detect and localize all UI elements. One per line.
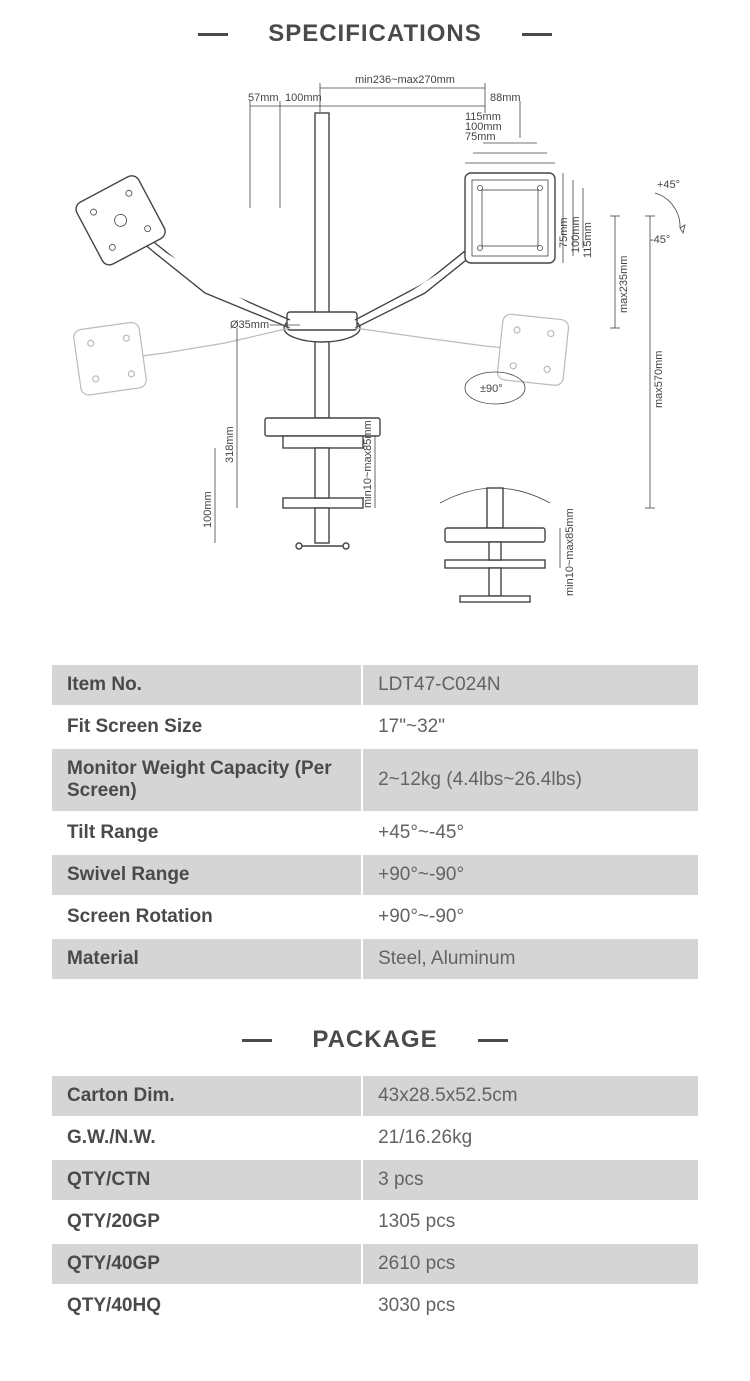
dim-clamp2: min10~max85mm	[564, 508, 576, 596]
row-value: 21/16.26kg	[363, 1118, 698, 1158]
specs-title: SPECIFICATIONS	[268, 20, 482, 48]
table-row: Swivel Range+90°~-90°	[52, 855, 698, 895]
table-row: Monitor Weight Capacity (Per Screen)2~12…	[52, 749, 698, 811]
row-label: Screen Rotation	[52, 897, 361, 937]
dim-plate-115: 115mm	[465, 111, 501, 123]
row-value: 3030 pcs	[363, 1286, 698, 1326]
table-row: G.W./N.W.21/16.26kg	[52, 1118, 698, 1158]
dim-100v: 100mm	[202, 491, 214, 528]
dim-max570: max570mm	[653, 351, 665, 408]
table-row: Tilt Range+45°~-45°	[52, 813, 698, 853]
row-label: QTY/40GP	[52, 1244, 361, 1284]
row-value: LDT47-C024N	[363, 665, 698, 705]
row-value: +90°~-90°	[363, 897, 698, 937]
table-row: QTY/CTN3 pcs	[52, 1160, 698, 1200]
table-row: QTY/40HQ3030 pcs	[52, 1286, 698, 1326]
spec-diagram: min236~max270mm 57mm 100mm 88mm Ø35mm	[55, 68, 695, 633]
table-row: QTY/20GP1305 pcs	[52, 1202, 698, 1242]
dash-icon	[242, 1039, 272, 1042]
dash-icon	[198, 33, 228, 36]
row-label: Material	[52, 939, 361, 979]
dim-plate-v75: 75mm	[558, 217, 570, 248]
package-table: Carton Dim.43x28.5x52.5cmG.W./N.W.21/16.…	[50, 1074, 700, 1328]
row-value: 43x28.5x52.5cm	[363, 1076, 698, 1116]
dim-57: 57mm	[248, 92, 279, 104]
row-value: 2610 pcs	[363, 1244, 698, 1284]
package-table-body: Carton Dim.43x28.5x52.5cmG.W./N.W.21/16.…	[52, 1076, 698, 1326]
spec-table-body: Item No.LDT47-C024NFit Screen Size17"~32…	[52, 665, 698, 979]
row-value: 17"~32"	[363, 707, 698, 747]
dim-tilt-minus: -45°	[650, 234, 670, 246]
dim-max235: max235mm	[618, 256, 630, 313]
row-label: G.W./N.W.	[52, 1118, 361, 1158]
row-label: Item No.	[52, 665, 361, 705]
package-header: PACKAGE	[0, 1006, 750, 1074]
row-label: QTY/20GP	[52, 1202, 361, 1242]
row-value: 2~12kg (4.4lbs~26.4lbs)	[363, 749, 698, 811]
table-row: Carton Dim.43x28.5x52.5cm	[52, 1076, 698, 1116]
table-row: QTY/40GP2610 pcs	[52, 1244, 698, 1284]
table-row: Fit Screen Size17"~32"	[52, 707, 698, 747]
dim-100: 100mm	[285, 92, 322, 104]
dim-tilt-plus: +45°	[657, 179, 680, 191]
dim-top-span: min236~max270mm	[355, 74, 455, 86]
dim-plate-v115: 115mm	[582, 222, 594, 258]
row-value: 1305 pcs	[363, 1202, 698, 1242]
dim-plate-v100: 100mm	[570, 216, 582, 253]
row-value: +90°~-90°	[363, 855, 698, 895]
row-value: 3 pcs	[363, 1160, 698, 1200]
dim-88: 88mm	[490, 92, 521, 104]
table-row: Screen Rotation+90°~-90°	[52, 897, 698, 937]
row-label: Fit Screen Size	[52, 707, 361, 747]
row-value: Steel, Aluminum	[363, 939, 698, 979]
specs-header: SPECIFICATIONS	[0, 0, 750, 68]
dim-dia: Ø35mm	[230, 319, 269, 331]
row-label: Carton Dim.	[52, 1076, 361, 1116]
row-label: Tilt Range	[52, 813, 361, 853]
dash-icon	[522, 33, 552, 36]
package-title: PACKAGE	[312, 1026, 437, 1054]
row-label: Swivel Range	[52, 855, 361, 895]
row-label: Monitor Weight Capacity (Per Screen)	[52, 749, 361, 811]
dim-swivel: ±90°	[480, 383, 503, 395]
spec-table: Item No.LDT47-C024NFit Screen Size17"~32…	[50, 663, 700, 981]
dim-clamp1: min10~max85mm	[362, 420, 374, 508]
row-value: +45°~-45°	[363, 813, 698, 853]
dash-icon	[478, 1039, 508, 1042]
table-row: Item No.LDT47-C024N	[52, 665, 698, 705]
row-label: QTY/40HQ	[52, 1286, 361, 1326]
row-label: QTY/CTN	[52, 1160, 361, 1200]
table-row: MaterialSteel, Aluminum	[52, 939, 698, 979]
dim-318: 318mm	[224, 426, 236, 463]
